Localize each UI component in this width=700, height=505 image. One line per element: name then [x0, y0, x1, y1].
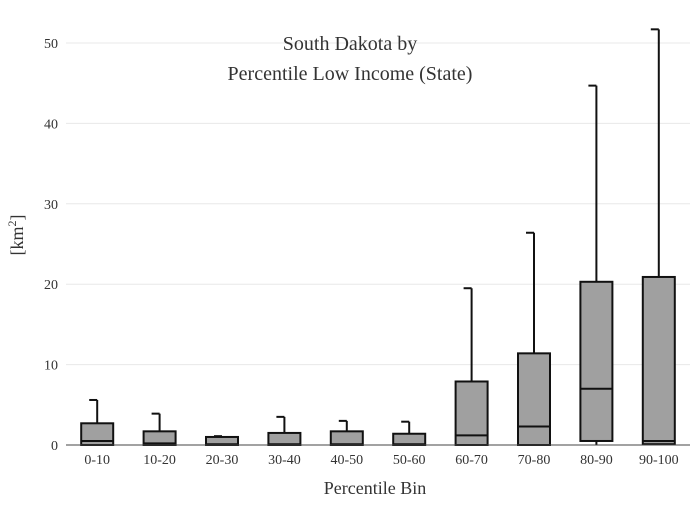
- box-iqr: [641, 275, 676, 446]
- x-tick-label: 10-20: [143, 453, 176, 468]
- x-tick-label: 0-10: [84, 453, 110, 468]
- box-iqr: [579, 280, 614, 442]
- box-iqr: [517, 352, 551, 446]
- axes: 0 10 20 30 40 50 0-10 10-20 20-30 30-40 40-50 50-60…: [44, 37, 690, 468]
- box-series: [80, 28, 676, 447]
- y-axis-title-base: [km: [7, 227, 27, 256]
- y-tick-label: 20: [44, 278, 58, 293]
- y-tick-label: 10: [44, 359, 58, 374]
- x-tick-label: 90-100: [639, 453, 679, 468]
- box-20-30: [205, 435, 239, 446]
- box-0-10: [80, 398, 115, 446]
- box-60-70: [454, 287, 489, 447]
- box-30-40: [267, 415, 302, 447]
- x-tick-label: 60-70: [455, 453, 488, 468]
- box-iqr: [329, 430, 364, 447]
- x-axis-title: Percentile Bin: [324, 478, 426, 498]
- x-tick-label: 20-30: [206, 453, 239, 468]
- y-axis-title-end: ]: [7, 215, 27, 221]
- chart-title-line2: Percentile Low Income (State): [228, 63, 473, 85]
- chart-title-line1: South Dakota by: [283, 33, 417, 55]
- x-tick-label: 30-40: [268, 453, 301, 468]
- x-tick-label: 40-50: [330, 453, 363, 468]
- box-10-20: [142, 412, 177, 447]
- x-tick-label: 70-80: [518, 453, 551, 468]
- y-axis-title: [km2]: [5, 215, 27, 256]
- box-iqr: [267, 431, 302, 447]
- x-tick-label: 50-60: [393, 453, 426, 468]
- box-80-90: [579, 84, 614, 445]
- box-90-100: [641, 28, 676, 446]
- y-axis-title-sup: 2: [5, 221, 19, 227]
- box-40-50: [329, 419, 364, 447]
- box-70-80: [517, 231, 551, 446]
- y-tick-label: 50: [44, 37, 58, 52]
- y-tick-label: 0: [51, 439, 58, 454]
- y-tick-label: 30: [44, 198, 58, 213]
- box-50-60: [392, 420, 427, 446]
- x-tick-label: 80-90: [580, 453, 613, 468]
- y-tick-label: 40: [44, 117, 58, 132]
